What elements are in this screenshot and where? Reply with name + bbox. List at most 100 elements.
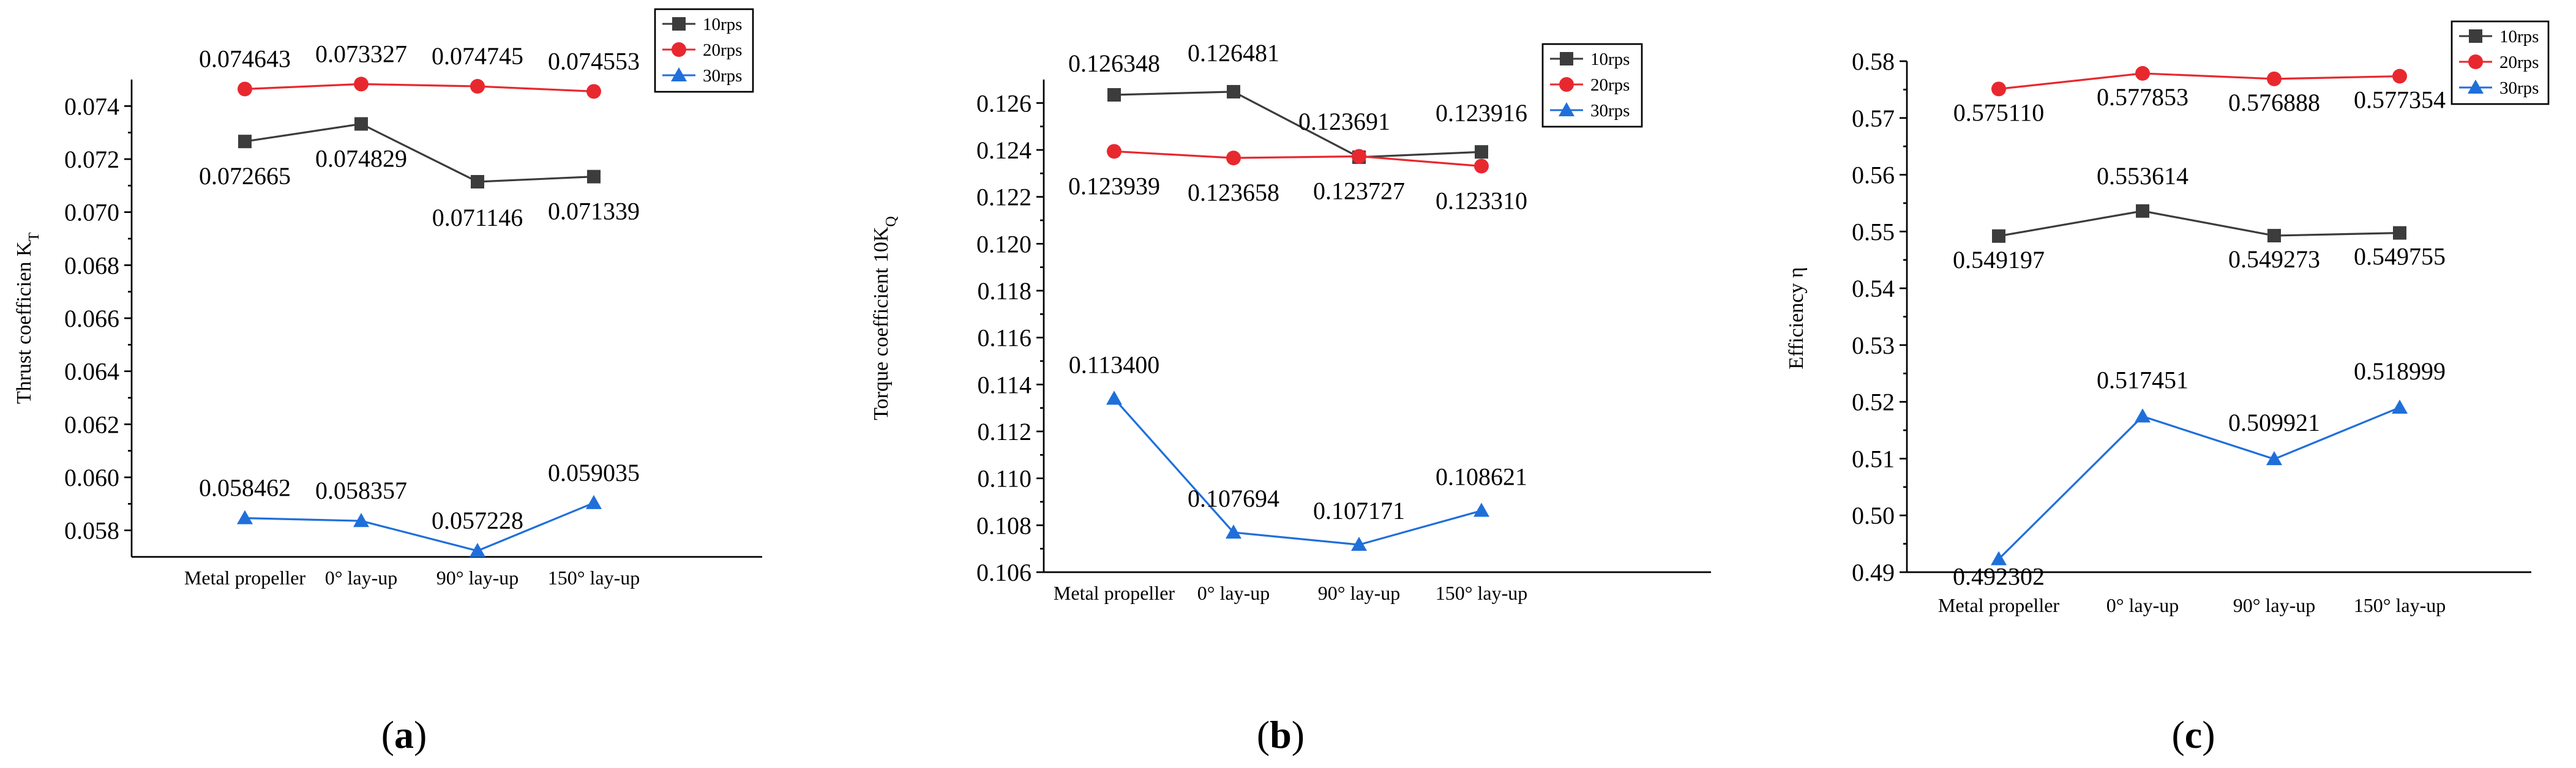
y-axis-title: Efficiency η [1785, 267, 1808, 369]
series-line-10rps [1998, 210, 2400, 237]
y-axis-title-subscript: T [26, 233, 42, 242]
data-point-10rps [1992, 229, 2005, 243]
data-point-20rps [2135, 65, 2150, 81]
data-label-20rps: 0.577354 [2354, 86, 2446, 114]
legend-marker-10rps [1560, 52, 1573, 65]
data-point-20rps [1474, 158, 1489, 174]
legend: 10rps 20rps 30rps [1541, 43, 1643, 128]
x-category-label: 0° lay-up [1197, 582, 1270, 604]
chart-panel-c: 0.49 0.50 0.51 0.52 0.53 0.54 0.55 0.56 0.57 0.58… [1785, 20, 2550, 756]
y-tick-label: 0.122 [976, 184, 1032, 211]
y-tick-label: 0.54 [1852, 275, 1895, 302]
data-label-10rps: 0.071146 [432, 204, 523, 231]
y-tick-label: 0.124 [976, 136, 1032, 164]
legend-label-30rps: 30rps [2499, 78, 2539, 98]
data-point-10rps [238, 135, 252, 149]
legend-label-20rps: 20rps [1590, 75, 1630, 95]
data-point-20rps [1226, 151, 1241, 166]
chart-panel-b: 0.106 0.108 0.110 0.112 0.114 0.116 0.118 0.120… [870, 39, 1711, 756]
data-label-20rps: 0.123658 [1188, 179, 1279, 206]
data-point-10rps [587, 170, 601, 184]
series-20rps: 0.074643 0.073327 0.074745 0.074553 [199, 40, 640, 99]
series-10rps: 0.072665 0.074829 0.071146 0.071339 [199, 117, 640, 231]
panel-label-letter: a [394, 713, 414, 756]
data-label-30rps: 0.517451 [2097, 366, 2188, 393]
y-tick-label: 0.070 [64, 199, 119, 226]
x-category-label: 0° lay-up [325, 567, 398, 589]
data-label-10rps: 0.123691 [1298, 108, 1390, 135]
series-line-10rps [1114, 91, 1482, 158]
x-category-label: 90° lay-up [2233, 594, 2316, 616]
data-point-20rps [1991, 81, 2006, 97]
data-label-20rps: 0.577853 [2097, 83, 2188, 111]
y-tick-label: 0.52 [1852, 389, 1895, 416]
x-category-label: 150° lay-up [548, 567, 640, 589]
y-tick-label: 0.49 [1852, 559, 1895, 586]
data-point-20rps [2392, 69, 2407, 84]
panel-label: (b) [1257, 713, 1305, 756]
x-category-label: 90° lay-up [1318, 582, 1401, 604]
legend-label-10rps: 10rps [2499, 27, 2539, 47]
data-label-20rps: 0.123727 [1313, 177, 1405, 204]
series-line-30rps [244, 502, 594, 552]
data-point-10rps [2267, 229, 2281, 243]
y-axis-title-subscript: Q [883, 216, 899, 226]
data-point-30rps [2135, 408, 2151, 423]
data-label-30rps: 0.057228 [432, 507, 523, 534]
series-30rps: 0.058462 0.058357 0.057228 0.059035 [199, 459, 640, 557]
y-tick-label: 0.110 [977, 465, 1032, 493]
data-point-10rps [2136, 204, 2149, 218]
data-point-30rps [2392, 399, 2408, 414]
data-point-30rps [1991, 551, 2007, 565]
data-label-20rps: 0.576888 [2228, 89, 2320, 116]
x-category-label: Metal propeller [184, 567, 305, 589]
data-point-30rps [586, 494, 602, 509]
series-line-30rps [1998, 406, 2400, 560]
legend-marker-20rps [672, 42, 686, 57]
data-point-30rps [2266, 451, 2282, 466]
data-label-10rps: 0.071339 [548, 198, 640, 225]
data-label-30rps: 0.509921 [2228, 409, 2320, 436]
series-line-20rps [1998, 72, 2400, 90]
data-label-10rps: 0.074829 [315, 144, 407, 172]
data-label-30rps: 0.108621 [1436, 463, 1527, 491]
y-tick-label: 0.118 [977, 277, 1032, 305]
y-tick-label: 0.55 [1852, 218, 1895, 245]
data-point-10rps [1107, 88, 1121, 102]
data-point-10rps [471, 175, 484, 189]
data-label-30rps: 0.492302 [1953, 563, 2045, 591]
x-category-label: 150° lay-up [2354, 594, 2446, 616]
legend-marker-20rps [2468, 54, 2483, 69]
data-label-10rps: 0.549273 [2228, 245, 2320, 273]
y-tick-label: 0.060 [64, 464, 119, 491]
panel-label: (a) [381, 713, 427, 756]
legend-marker-30rps [1559, 102, 1574, 116]
y-tick-label: 0.108 [976, 512, 1032, 539]
x-category-label: Metal propeller [1938, 594, 2059, 616]
legend-marker-30rps [2468, 80, 2484, 94]
data-point-10rps [1227, 84, 1240, 99]
data-point-20rps [1107, 144, 1121, 159]
data-point-30rps [1106, 390, 1122, 405]
panel-label: (c) [2171, 713, 2215, 756]
legend-marker-10rps [2469, 29, 2482, 43]
data-label-30rps: 0.058357 [315, 477, 407, 504]
y-tick-label: 0.114 [977, 371, 1032, 398]
legend-label-30rps: 30rps [1590, 101, 1630, 121]
legend-label-20rps: 20rps [703, 40, 742, 60]
legend-marker-10rps [672, 17, 686, 31]
y-tick-label: 0.53 [1852, 332, 1895, 359]
data-label-10rps: 0.549197 [1953, 246, 2045, 274]
y-tick-label: 0.072 [64, 146, 119, 173]
data-point-30rps [237, 510, 253, 524]
data-label-20rps: 0.575110 [1953, 99, 2045, 126]
x-category-label: 0° lay-up [2106, 594, 2179, 616]
y-tick-label: 0.112 [977, 418, 1032, 446]
series-20rps: 0.123939 0.123658 0.123727 0.123310 [1068, 144, 1527, 214]
y-tick-label: 0.106 [976, 559, 1032, 586]
data-label-30rps: 0.059035 [548, 459, 640, 487]
data-point-10rps [354, 117, 368, 131]
series-line-30rps [1113, 398, 1482, 546]
data-point-30rps [1226, 524, 1241, 539]
